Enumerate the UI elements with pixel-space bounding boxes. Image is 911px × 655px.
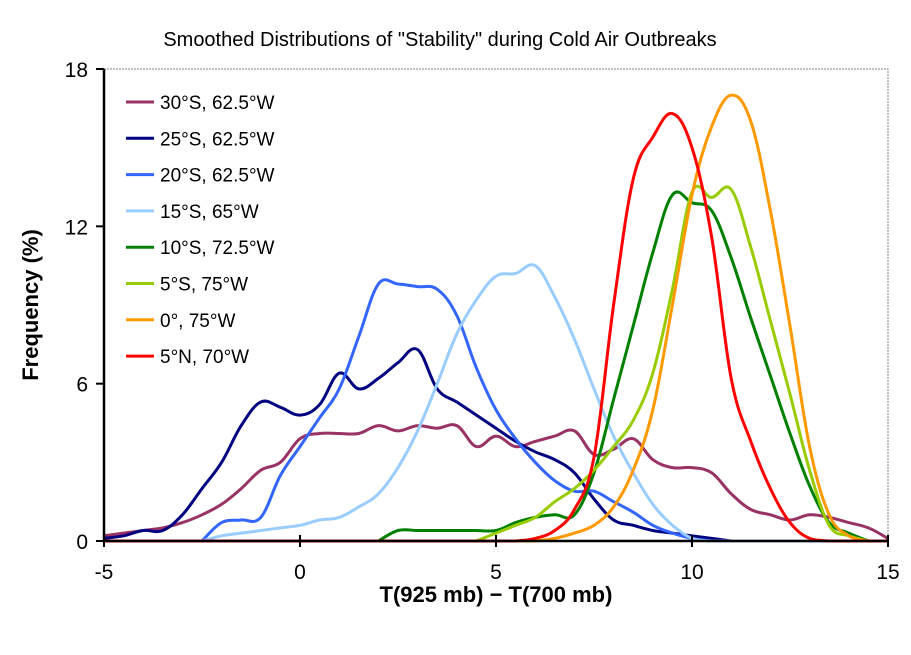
series-line	[103, 423, 889, 540]
y-tick-label: 18	[65, 59, 88, 82]
legend-item: 25°S, 62.5°W	[126, 129, 275, 150]
legend-item: 5°N, 70°W	[126, 347, 249, 368]
legend-label: 10°S, 72.5°W	[160, 238, 275, 259]
legend-label: 5°N, 70°W	[160, 347, 249, 368]
x-tick-label: 5	[490, 561, 502, 584]
series-line	[200, 278, 712, 543]
x-axis-label: T(925 mb) − T(700 mb)	[380, 582, 613, 607]
legend-item: 10°S, 72.5°W	[126, 238, 275, 259]
chart-title: Smoothed Distributions of "Stability" du…	[163, 29, 716, 51]
series-line	[475, 184, 869, 543]
series-line	[515, 112, 830, 543]
y-axis-label: Frequency (%)	[18, 229, 43, 381]
series-line	[377, 190, 869, 543]
legend-item: 30°S, 62.5°W	[126, 93, 275, 114]
legend-item: 5°S, 75°W	[126, 275, 248, 296]
y-tick-label: 0	[76, 531, 88, 554]
legend: 30°S, 62.5°W 25°S, 62.5°W 20°S, 62.5°W 15°S…	[126, 93, 275, 368]
series-line	[201, 263, 732, 543]
legend-item: 15°S, 65°W	[126, 202, 259, 223]
legend-label: 0°, 75°W	[160, 311, 235, 332]
x-tick-label: 15	[876, 561, 899, 584]
y-tick-label: 12	[65, 216, 88, 239]
legend-label: 30°S, 62.5°W	[160, 93, 275, 114]
x-tick-label: 10	[680, 561, 703, 584]
series-0	[103, 423, 889, 540]
series-3	[104, 263, 888, 543]
x-tick-label: 0	[294, 561, 306, 584]
legend-item: 20°S, 62.5°W	[126, 166, 275, 187]
legend-label: 15°S, 65°W	[160, 202, 259, 223]
legend-label: 20°S, 62.5°W	[160, 166, 275, 187]
series-line	[534, 93, 869, 543]
x-tick-label: -5	[95, 561, 114, 584]
legend-label: 5°S, 75°W	[160, 275, 248, 296]
ticks-layer: -5 0 5 10 15 0 6 12 18	[65, 59, 900, 584]
legend-label: 25°S, 62.5°W	[160, 129, 275, 150]
y-tick-label: 6	[76, 374, 88, 397]
series-line	[103, 347, 732, 543]
legend-item: 0°, 75°W	[126, 311, 235, 332]
